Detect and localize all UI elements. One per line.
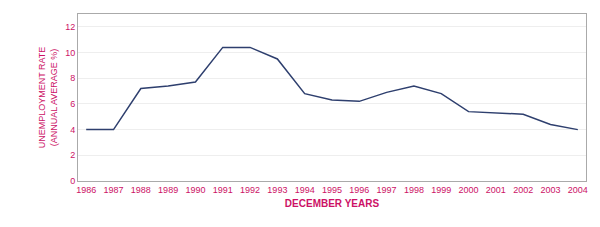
svg-text:UNEMPLOYMENT RATE(ANNUAL AVERA: UNEMPLOYMENT RATE(ANNUAL AVERAGE %) (37, 47, 59, 149)
svg-text:2003: 2003 (540, 185, 560, 195)
svg-text:1996: 1996 (349, 185, 369, 195)
svg-text:1990: 1990 (185, 185, 205, 195)
svg-text:1999: 1999 (431, 185, 451, 195)
svg-text:1986: 1986 (76, 185, 96, 195)
svg-text:4: 4 (70, 125, 75, 135)
svg-text:2: 2 (70, 150, 75, 160)
svg-text:1988: 1988 (131, 185, 151, 195)
svg-text:1995: 1995 (322, 185, 342, 195)
svg-text:6: 6 (70, 99, 75, 109)
svg-text:1992: 1992 (240, 185, 260, 195)
svg-text:10: 10 (65, 48, 75, 58)
svg-text:1994: 1994 (295, 185, 315, 195)
svg-text:0: 0 (70, 176, 75, 186)
svg-text:1998: 1998 (404, 185, 424, 195)
svg-text:2001: 2001 (486, 185, 506, 195)
svg-text:1987: 1987 (103, 185, 123, 195)
svg-text:DECEMBER YEARS: DECEMBER YEARS (285, 198, 380, 209)
svg-text:1997: 1997 (377, 185, 397, 195)
svg-text:8: 8 (70, 73, 75, 83)
svg-text:2002: 2002 (513, 185, 533, 195)
svg-text:2004: 2004 (568, 185, 588, 195)
svg-text:1991: 1991 (213, 185, 233, 195)
svg-text:2000: 2000 (459, 185, 479, 195)
svg-text:12: 12 (65, 22, 75, 32)
svg-text:1989: 1989 (158, 185, 178, 195)
svg-text:1993: 1993 (267, 185, 287, 195)
